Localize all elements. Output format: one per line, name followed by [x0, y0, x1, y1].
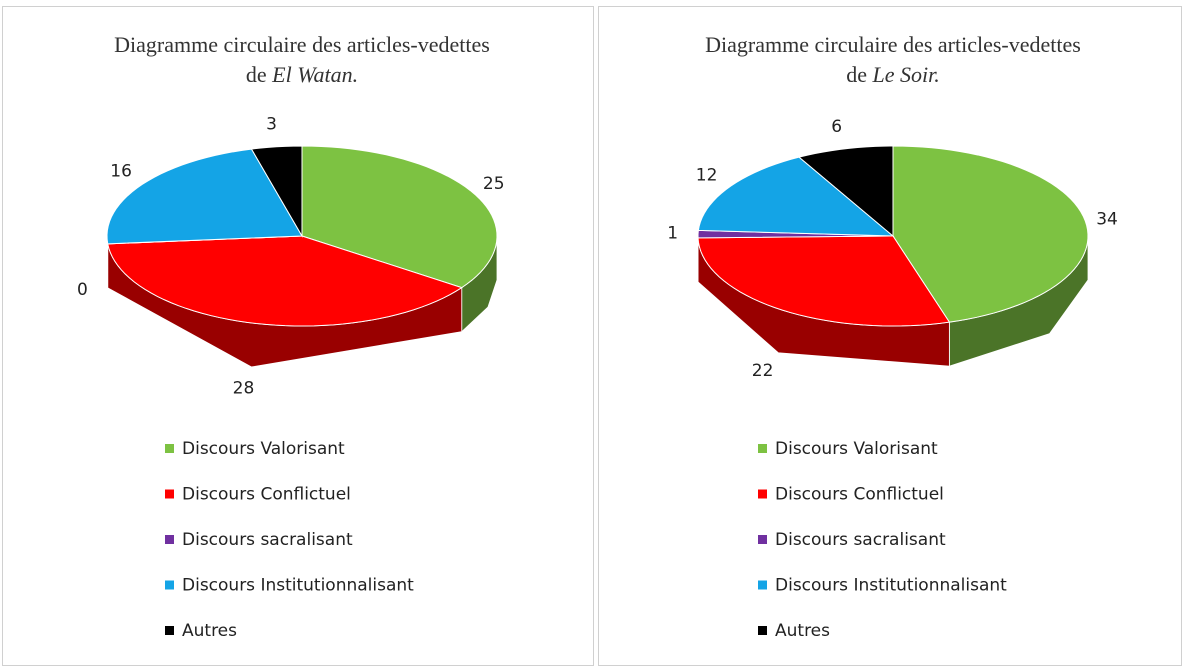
data-label: 6 [831, 117, 842, 137]
data-label: 25 [483, 174, 505, 194]
legend-label: Discours Institutionnalisant [775, 576, 1007, 596]
legend-label: Discours Conflictuel [775, 485, 944, 505]
legend-swatch [758, 581, 767, 590]
legend-swatch [165, 535, 174, 544]
legend-swatch [758, 626, 767, 635]
legend-label: Autres [182, 621, 237, 641]
legend-swatch [758, 535, 767, 544]
data-label: 1 [667, 224, 678, 244]
data-label: 16 [110, 161, 132, 181]
data-label: 34 [1096, 210, 1118, 230]
data-label: 28 [233, 379, 255, 399]
legend-swatch [758, 444, 767, 453]
data-label: 12 [696, 166, 718, 186]
legend-swatch [758, 490, 767, 499]
legend-label: Discours Conflictuel [182, 485, 351, 505]
legend-label: Discours sacralisant [775, 530, 946, 550]
legend-label: Discours sacralisant [182, 530, 353, 550]
legend-label: Discours Valorisant [775, 439, 938, 459]
legend-swatch [165, 626, 174, 635]
data-label: 22 [752, 361, 774, 381]
legend-label: Autres [775, 621, 830, 641]
legend-swatch [165, 444, 174, 453]
legend-swatch [165, 581, 174, 590]
data-label: 3 [266, 114, 277, 134]
legend-label: Discours Valorisant [182, 439, 345, 459]
legend-swatch [165, 490, 174, 499]
data-label: 0 [77, 280, 88, 300]
legend-label: Discours Institutionnalisant [182, 576, 414, 596]
